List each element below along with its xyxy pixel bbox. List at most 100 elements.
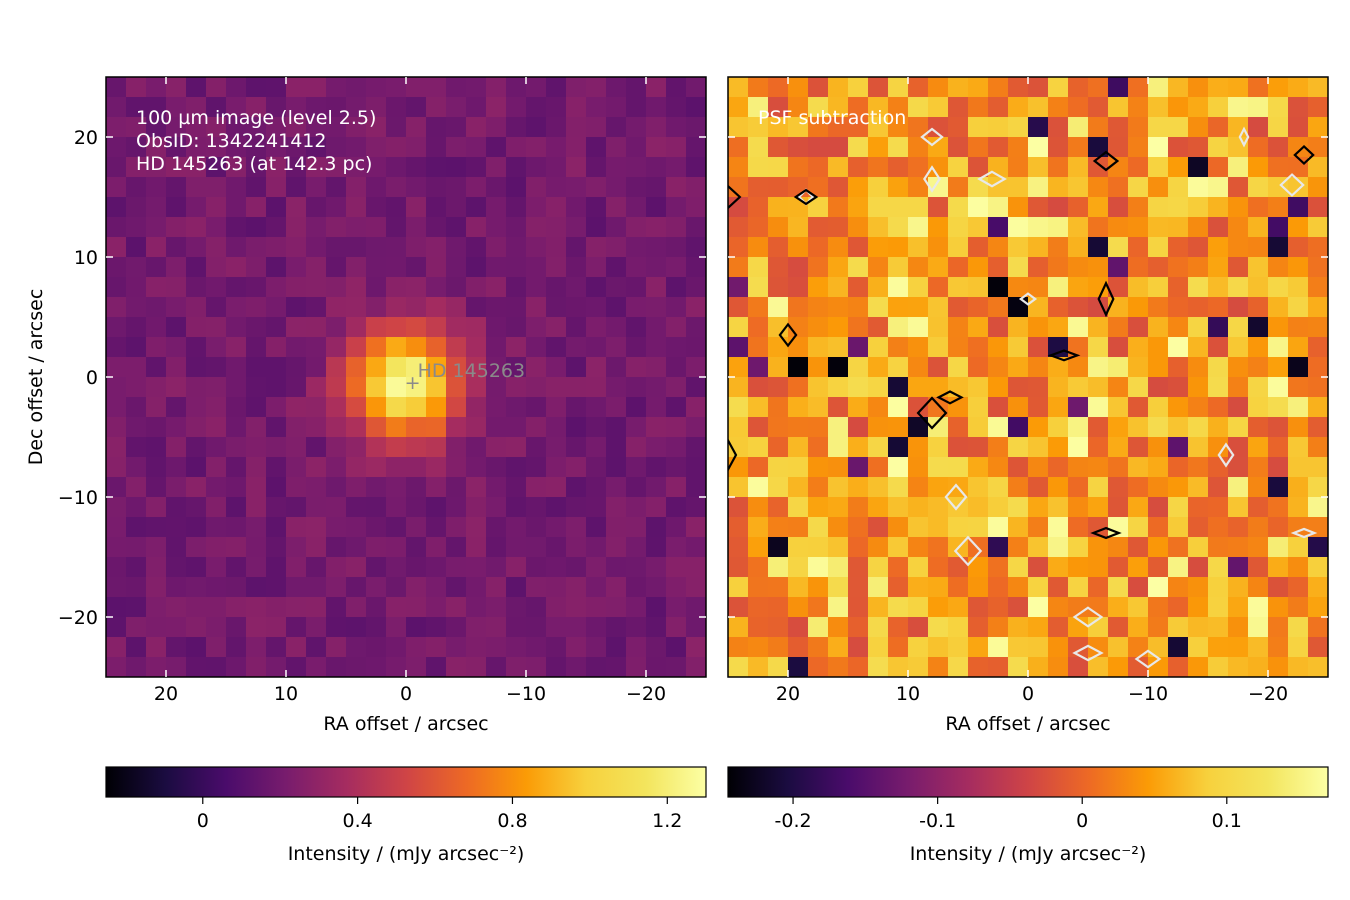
left-heatmap-cell [466, 357, 487, 378]
left-heatmap-cell [426, 477, 447, 498]
left-heatmap-cell [466, 397, 487, 418]
right-heatmap-cell [1148, 317, 1169, 338]
left-heatmap-cell [426, 297, 447, 318]
right-heatmap-cell [948, 257, 969, 278]
left-heatmap-cell [586, 457, 607, 478]
left-heatmap-cell [146, 317, 167, 338]
left-heatmap-cell [306, 497, 327, 518]
left-heatmap-cell [266, 557, 287, 578]
right-heatmap-cell [968, 277, 989, 298]
left-heatmap-cell [366, 297, 387, 318]
right-heatmap-cell [1068, 577, 1089, 598]
left-heatmap-cell [666, 277, 687, 298]
right-heatmap-cell [1308, 417, 1328, 438]
right-heatmap-cell [788, 257, 809, 278]
right-heatmap-cell [888, 337, 909, 358]
right-heatmap-cell [1028, 397, 1049, 418]
left-heatmap-cell [166, 97, 187, 118]
left-heatmap-cell [386, 137, 407, 158]
right-heatmap-cell [988, 617, 1009, 638]
right-heatmap-cell [1268, 117, 1289, 138]
right-heatmap-cell [828, 337, 849, 358]
left-heatmap-cell [646, 457, 667, 478]
left-heatmap-cell [526, 637, 547, 658]
right-heatmap-cell [968, 337, 989, 358]
right-heatmap-cell [868, 437, 889, 458]
right-heatmap-cell [1028, 217, 1049, 238]
right-heatmap-cell [1288, 617, 1309, 638]
left-heatmap-cell [686, 457, 706, 478]
right-heatmap-cell [968, 577, 989, 598]
right-heatmap-cell [968, 617, 989, 638]
right-heatmap-cell [1248, 177, 1269, 198]
left-heatmap-cell [226, 577, 247, 598]
left-heatmap-cell [166, 597, 187, 618]
left-heatmap-cell [646, 597, 667, 618]
left-heatmap-cell [206, 557, 227, 578]
y-tick-label: 0 [86, 367, 98, 389]
right-heatmap-cell [1288, 657, 1309, 677]
left-heatmap-cell [206, 357, 227, 378]
right-heatmap-cell [1208, 237, 1229, 258]
right-heatmap-cell [1308, 137, 1328, 158]
right-heatmap-cell [1288, 237, 1309, 258]
colorbar-tick-label: -0.2 [775, 810, 812, 832]
right-heatmap-cell [928, 637, 949, 658]
right-heatmap-cell [808, 597, 829, 618]
right-heatmap-cell [1068, 497, 1089, 518]
right-heatmap-cell [868, 177, 889, 198]
right-heatmap-cell [948, 157, 969, 178]
right-heatmap-cell [1068, 337, 1089, 358]
right-heatmap-cell [868, 457, 889, 478]
contour-white [923, 165, 941, 193]
left-heatmap-cell [486, 317, 507, 338]
left-heatmap-cell [206, 217, 227, 238]
right-heatmap-cell [948, 657, 969, 677]
left-heatmap-cell [306, 517, 327, 538]
right-heatmap-cell [768, 337, 789, 358]
right-heatmap-cell [1028, 97, 1049, 118]
left-heatmap-cell [146, 157, 167, 178]
right-heatmap-cell [808, 457, 829, 478]
left-heatmap-cell [506, 77, 527, 98]
right-heatmap-cell [1208, 457, 1229, 478]
right-heatmap-cell [988, 597, 1009, 618]
left-heatmap-cell [386, 457, 407, 478]
right-heatmap-cell [928, 357, 949, 378]
right-heatmap-cell [1208, 637, 1229, 658]
left-heatmap-cell [446, 437, 467, 458]
right-heatmap-cell [788, 617, 809, 638]
right-heatmap-cell [1308, 337, 1328, 358]
left-heatmap-cell [666, 577, 687, 598]
left-heatmap-cell [346, 97, 367, 118]
right-heatmap-cell [1068, 477, 1089, 498]
left-heatmap-cell [606, 437, 627, 458]
right-heatmap-cell [1268, 497, 1289, 518]
left-heatmap-cell [686, 337, 706, 358]
left-annotation-line-2: ObsID: 1342241412 [136, 130, 326, 152]
left-heatmap-cell [526, 357, 547, 378]
left-heatmap-cell [546, 477, 567, 498]
right-heatmap-cell [1108, 637, 1129, 658]
left-heatmap-cell [266, 117, 287, 138]
left-heatmap-cell [266, 577, 287, 598]
right-heatmap-cell [748, 217, 769, 238]
left-heatmap-cell [626, 557, 647, 578]
left-heatmap-cell [306, 97, 327, 118]
left-heatmap-cell [406, 257, 427, 278]
left-heatmap-cell [126, 177, 147, 198]
left-heatmap-cell [566, 277, 587, 298]
right-heatmap-cell [908, 337, 929, 358]
left-heatmap-cell [586, 157, 607, 178]
right-heatmap-cell [808, 557, 829, 578]
right-heatmap-cell [928, 177, 949, 198]
right-heatmap-cell [1128, 577, 1149, 598]
left-heatmap-cell [346, 317, 367, 338]
left-heatmap-cell [486, 217, 507, 238]
left-heatmap-cell [286, 337, 307, 358]
left-heatmap-cell [426, 337, 447, 358]
right-heatmap-cell [1168, 517, 1189, 538]
left-heatmap-cell [686, 197, 706, 218]
left-heatmap-cell [606, 257, 627, 278]
right-heatmap-cell [888, 657, 909, 677]
